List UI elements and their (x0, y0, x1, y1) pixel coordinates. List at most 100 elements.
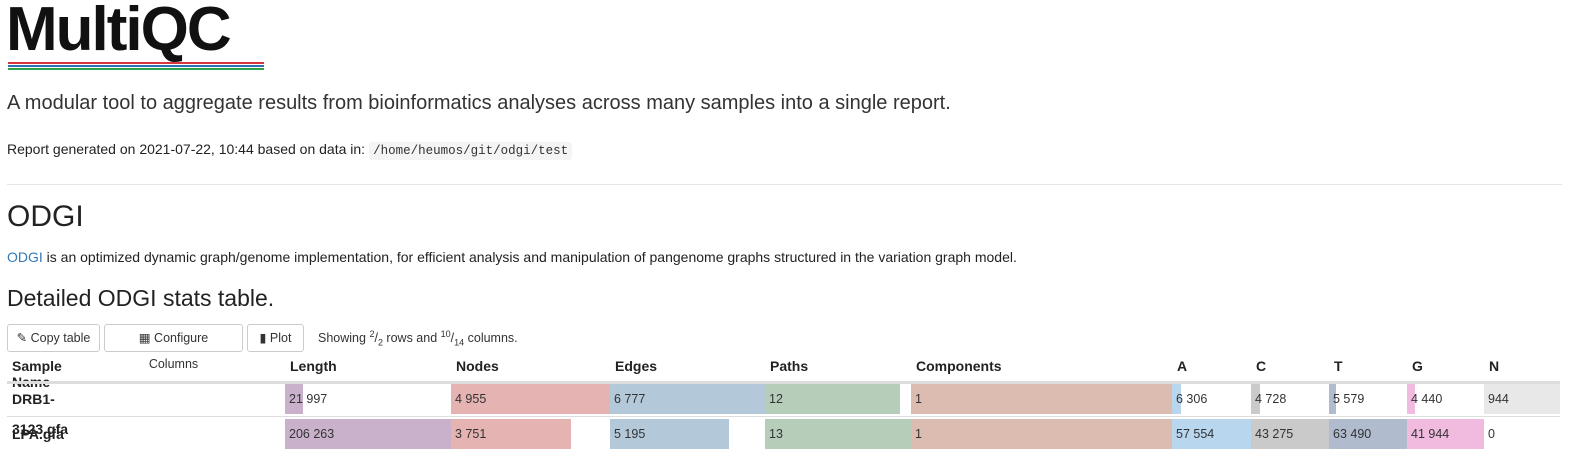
cell-value: 57 554 (1176, 427, 1215, 441)
cell-bar (911, 384, 1172, 414)
report-path: /home/heumos/git/odgi/test (369, 142, 573, 160)
table-cell: 1 (911, 384, 1172, 414)
table-cell: 41 944 (1407, 419, 1484, 449)
cell-bar (451, 384, 610, 414)
table-cell: 6 777 (610, 384, 765, 414)
copy-button[interactable]: ✎ Copy table (7, 324, 100, 352)
cell-bar (1329, 419, 1407, 449)
logo-line (8, 68, 264, 70)
cell-bar (1407, 384, 1416, 414)
description-text: is an optimized dynamic graph/genome imp… (42, 249, 1017, 265)
cell-value: 21 997 (289, 392, 328, 406)
section-title: ODGI (7, 200, 84, 233)
cell-value: 3 751 (455, 427, 487, 441)
cell-value: 4 728 (1255, 392, 1287, 406)
cell-value: 5 579 (1333, 392, 1365, 406)
table-cell: 944 (1484, 384, 1560, 414)
cell-bar (1251, 384, 1260, 414)
cell-value: 206 263 (289, 427, 335, 441)
table-cell: 3 751 (451, 419, 610, 449)
column-header: Components (916, 358, 1002, 374)
column-header: N (1489, 358, 1500, 374)
showing-info: Showing 2/2 rows and 10/14 columns. (318, 329, 518, 348)
column-header: Nodes (456, 358, 499, 374)
odgi-link[interactable]: ODGI (7, 249, 43, 265)
cell-value: 43 275 (1255, 427, 1294, 441)
table-cell: 57 554 (1172, 419, 1251, 449)
table-cell: 206 263 (285, 419, 451, 449)
sample-name: LPA.gfa (12, 426, 64, 442)
cell-value: 944 (1488, 392, 1509, 406)
cell-bar (285, 419, 451, 449)
column-header: Length (290, 358, 337, 374)
logo-line (8, 65, 264, 67)
report-info: Report generated on 2021-07-22, 10:44 ba… (7, 141, 573, 160)
table-cell: 13 (765, 419, 911, 449)
sample-name: DRB1-3123.gfa (12, 391, 69, 437)
text: rows and (382, 331, 441, 346)
button-label: Configure Columns (148, 331, 209, 371)
cell-value: 0 (1488, 427, 1495, 441)
table-cell: 4 728 (1251, 384, 1329, 414)
report-prefix: Report generated on 2021-07-22, 10:44 ba… (7, 141, 366, 157)
cell-bar (1251, 419, 1329, 449)
plot-button[interactable]: ▮ Plot (247, 324, 304, 352)
button-label: Plot (269, 331, 292, 345)
cell-value: 4 955 (455, 392, 487, 406)
cell-bar (1329, 384, 1336, 414)
column-header: T (1334, 358, 1343, 374)
cell-bar (1172, 419, 1251, 449)
logo: MultiQC (6, 0, 232, 64)
table-cell: 5 579 (1329, 384, 1407, 414)
cell-bar (765, 384, 900, 414)
column-header: C (1256, 358, 1267, 374)
cell-value: 5 195 (614, 427, 646, 441)
row-border (7, 416, 1560, 417)
table-cell: 0 (1484, 419, 1560, 449)
logo-line (8, 62, 264, 64)
separator (7, 184, 1562, 185)
text: columns. (464, 331, 518, 346)
table-cell: 5 195 (610, 419, 765, 449)
cell-bar (610, 419, 729, 449)
count: 2 (369, 329, 375, 339)
table-cell: 1 (911, 419, 1172, 449)
table-title: Detailed ODGI stats table. (7, 285, 275, 311)
cell-bar (610, 384, 765, 414)
cell-value: 13 (769, 427, 783, 441)
table-cell: 4 440 (1407, 384, 1484, 414)
configure-button[interactable]: ▦ Configure Columns (104, 324, 243, 371)
section-description: ODGI is an optimized dynamic graph/genom… (7, 249, 1017, 265)
cell-bar (1484, 384, 1560, 414)
table-cell: 63 490 (1329, 419, 1407, 449)
table-cell: 4 955 (451, 384, 610, 414)
cell-value: 1 (915, 427, 922, 441)
column-header: Edges (615, 358, 658, 374)
text: Showing (318, 331, 370, 346)
cell-value: 6 306 (1176, 392, 1208, 406)
cell-value: 6 777 (614, 392, 646, 406)
cell-value: 1 (915, 392, 922, 406)
cell-bar (285, 384, 303, 414)
intro: A modular tool to aggregate results from… (7, 92, 951, 114)
cell-value: 41 944 (1411, 427, 1450, 441)
cell-bar (1172, 384, 1181, 414)
button-label: Copy table (30, 331, 91, 345)
count: 14 (454, 337, 465, 348)
count: 2 (377, 337, 383, 348)
column-header: G (1412, 358, 1423, 374)
cell-bar (911, 419, 1172, 449)
cell-value: 12 (769, 392, 783, 406)
table-cell: 12 (765, 384, 911, 414)
column-header: A (1177, 358, 1188, 374)
table-cell: 21 997 (285, 384, 451, 414)
header-border (7, 381, 1560, 384)
cell-value: 4 440 (1411, 392, 1443, 406)
cell-bar (451, 419, 572, 449)
count: 10 (440, 329, 451, 339)
cell-bar (765, 419, 911, 449)
table-cell: 43 275 (1251, 419, 1329, 449)
cell-value: 63 490 (1333, 427, 1372, 441)
table-cell: 6 306 (1172, 384, 1251, 414)
